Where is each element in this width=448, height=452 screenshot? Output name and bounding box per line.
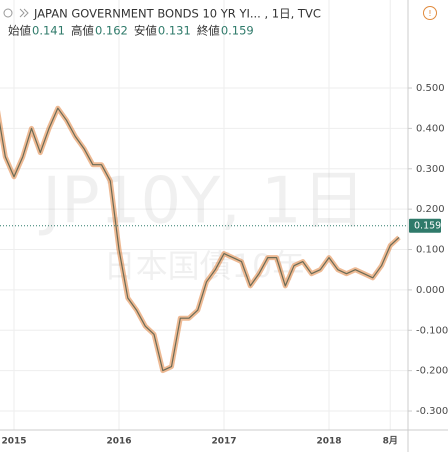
ohlc-value: 0.159 xyxy=(221,24,254,38)
chart-title: JAPAN GOVERNMENT BONDS 10 YR YI... , 1日,… xyxy=(33,7,321,21)
ohlc-value: 0.131 xyxy=(158,24,191,38)
ohlc-label: 終値 xyxy=(197,24,220,38)
y-tick-label: 0.400 xyxy=(416,123,445,134)
x-tick-label: 8月 xyxy=(383,436,398,447)
y-tick-label: -0.300 xyxy=(416,406,448,417)
collapse-icon[interactable] xyxy=(3,8,13,18)
ohlc-label: 始値 xyxy=(8,24,31,38)
x-tick-label: 2016 xyxy=(106,437,131,447)
settings-icon[interactable] xyxy=(423,6,437,20)
y-tick-label: 0.100 xyxy=(416,245,445,256)
y-tick-label: 0.300 xyxy=(416,164,445,175)
ohlc-label: 安値 xyxy=(134,24,157,38)
y-tick-label: 0.200 xyxy=(416,204,445,215)
ohlc-value: 0.141 xyxy=(32,24,65,38)
grid xyxy=(0,0,408,430)
y-tick-label: -0.200 xyxy=(416,366,448,377)
price-line xyxy=(0,107,400,372)
plot xyxy=(0,105,401,374)
x-tick-label: 2017 xyxy=(211,437,236,447)
ohlc-legend: 始値 0.141 高値 0.162 安値 0.131 終値 0.159 xyxy=(8,24,254,38)
x-tick-label: 2015 xyxy=(1,437,26,447)
settings-icon-glyph[interactable]: ! xyxy=(428,9,431,18)
watermark: JP10Y, 1日 xyxy=(38,165,365,239)
symbol-icon[interactable] xyxy=(19,8,29,18)
y-tick-label: -0.100 xyxy=(416,325,448,336)
watermark-subtitle: 日本国債10年 xyxy=(104,247,305,285)
ohlc-label: 高値 xyxy=(71,24,94,38)
y-tick-label: 0.000 xyxy=(416,285,445,296)
last-price-box xyxy=(409,218,441,233)
x-tick-label: 2018 xyxy=(316,437,341,447)
last-price-label: 0.159 xyxy=(414,221,441,232)
y-tick-label: 0.500 xyxy=(416,83,445,94)
ohlc-value: 0.162 xyxy=(95,24,128,38)
